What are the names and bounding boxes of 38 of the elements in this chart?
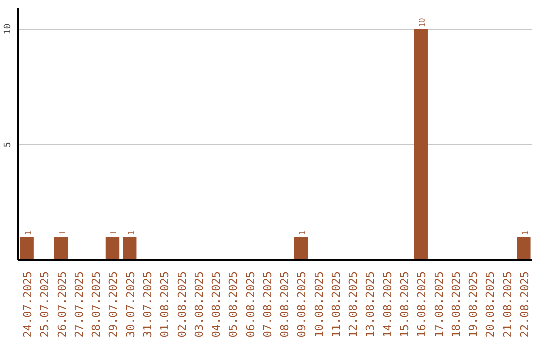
x-tick-label: 02.08.2025 (176, 271, 189, 338)
x-tick-label: 20.08.2025 (484, 271, 498, 338)
x-tick-label: 08.08.2025 (278, 271, 292, 338)
x-tick-label: 15.08.2025 (398, 271, 412, 338)
data-label: 1 (108, 230, 119, 236)
x-tick-label: 19.08.2025 (467, 271, 480, 338)
x-tick-label: 06.08.2025 (244, 271, 258, 338)
data-label: 1 (57, 230, 68, 236)
data-label: 1 (126, 230, 136, 236)
x-tick-label: 03.08.2025 (192, 271, 206, 338)
x-tick-label: 04.08.2025 (210, 271, 224, 338)
x-tick-label: 11.08.2025 (330, 271, 343, 338)
x-tick-label: 12.08.2025 (347, 271, 360, 338)
x-tick-label: 01.08.2025 (158, 271, 172, 338)
x-tick-label: 29.07.2025 (107, 271, 120, 338)
data-label: 1 (520, 230, 530, 236)
x-tick-label: 28.07.2025 (90, 271, 104, 338)
data-label: 1 (297, 230, 308, 236)
x-tick-label: 05.08.2025 (227, 271, 240, 338)
x-tick-label: 09.08.2025 (296, 271, 309, 338)
x-tick-label: 31.07.2025 (142, 271, 154, 338)
x-tick-label: 14.08.2025 (381, 271, 394, 338)
x-tick-label: 13.08.2025 (364, 271, 378, 338)
x-tick-label: 18.08.2025 (450, 271, 463, 338)
x-tick-label: 21.08.2025 (501, 271, 514, 338)
x-tick-label: 22.08.2025 (518, 271, 532, 338)
x-tick-label: 17.08.2025 (432, 271, 446, 338)
x-tick-label: 24.07.2025 (22, 271, 35, 338)
y-tick-label: 5 (4, 142, 14, 148)
x-tick-label: 30.07.2025 (124, 271, 138, 338)
x-tick-label: 25.07.2025 (38, 271, 52, 338)
x-tick-label: 16.08.2025 (416, 271, 429, 338)
x-tick-label: 10.08.2025 (312, 271, 326, 338)
data-label: 1 (23, 230, 34, 236)
x-tick-label: 07.08.2025 (261, 271, 274, 338)
x-tick-label: 27.07.2025 (72, 271, 86, 338)
data-label: 10 (417, 18, 428, 28)
x-tick-label: 26.07.2025 (56, 271, 69, 338)
